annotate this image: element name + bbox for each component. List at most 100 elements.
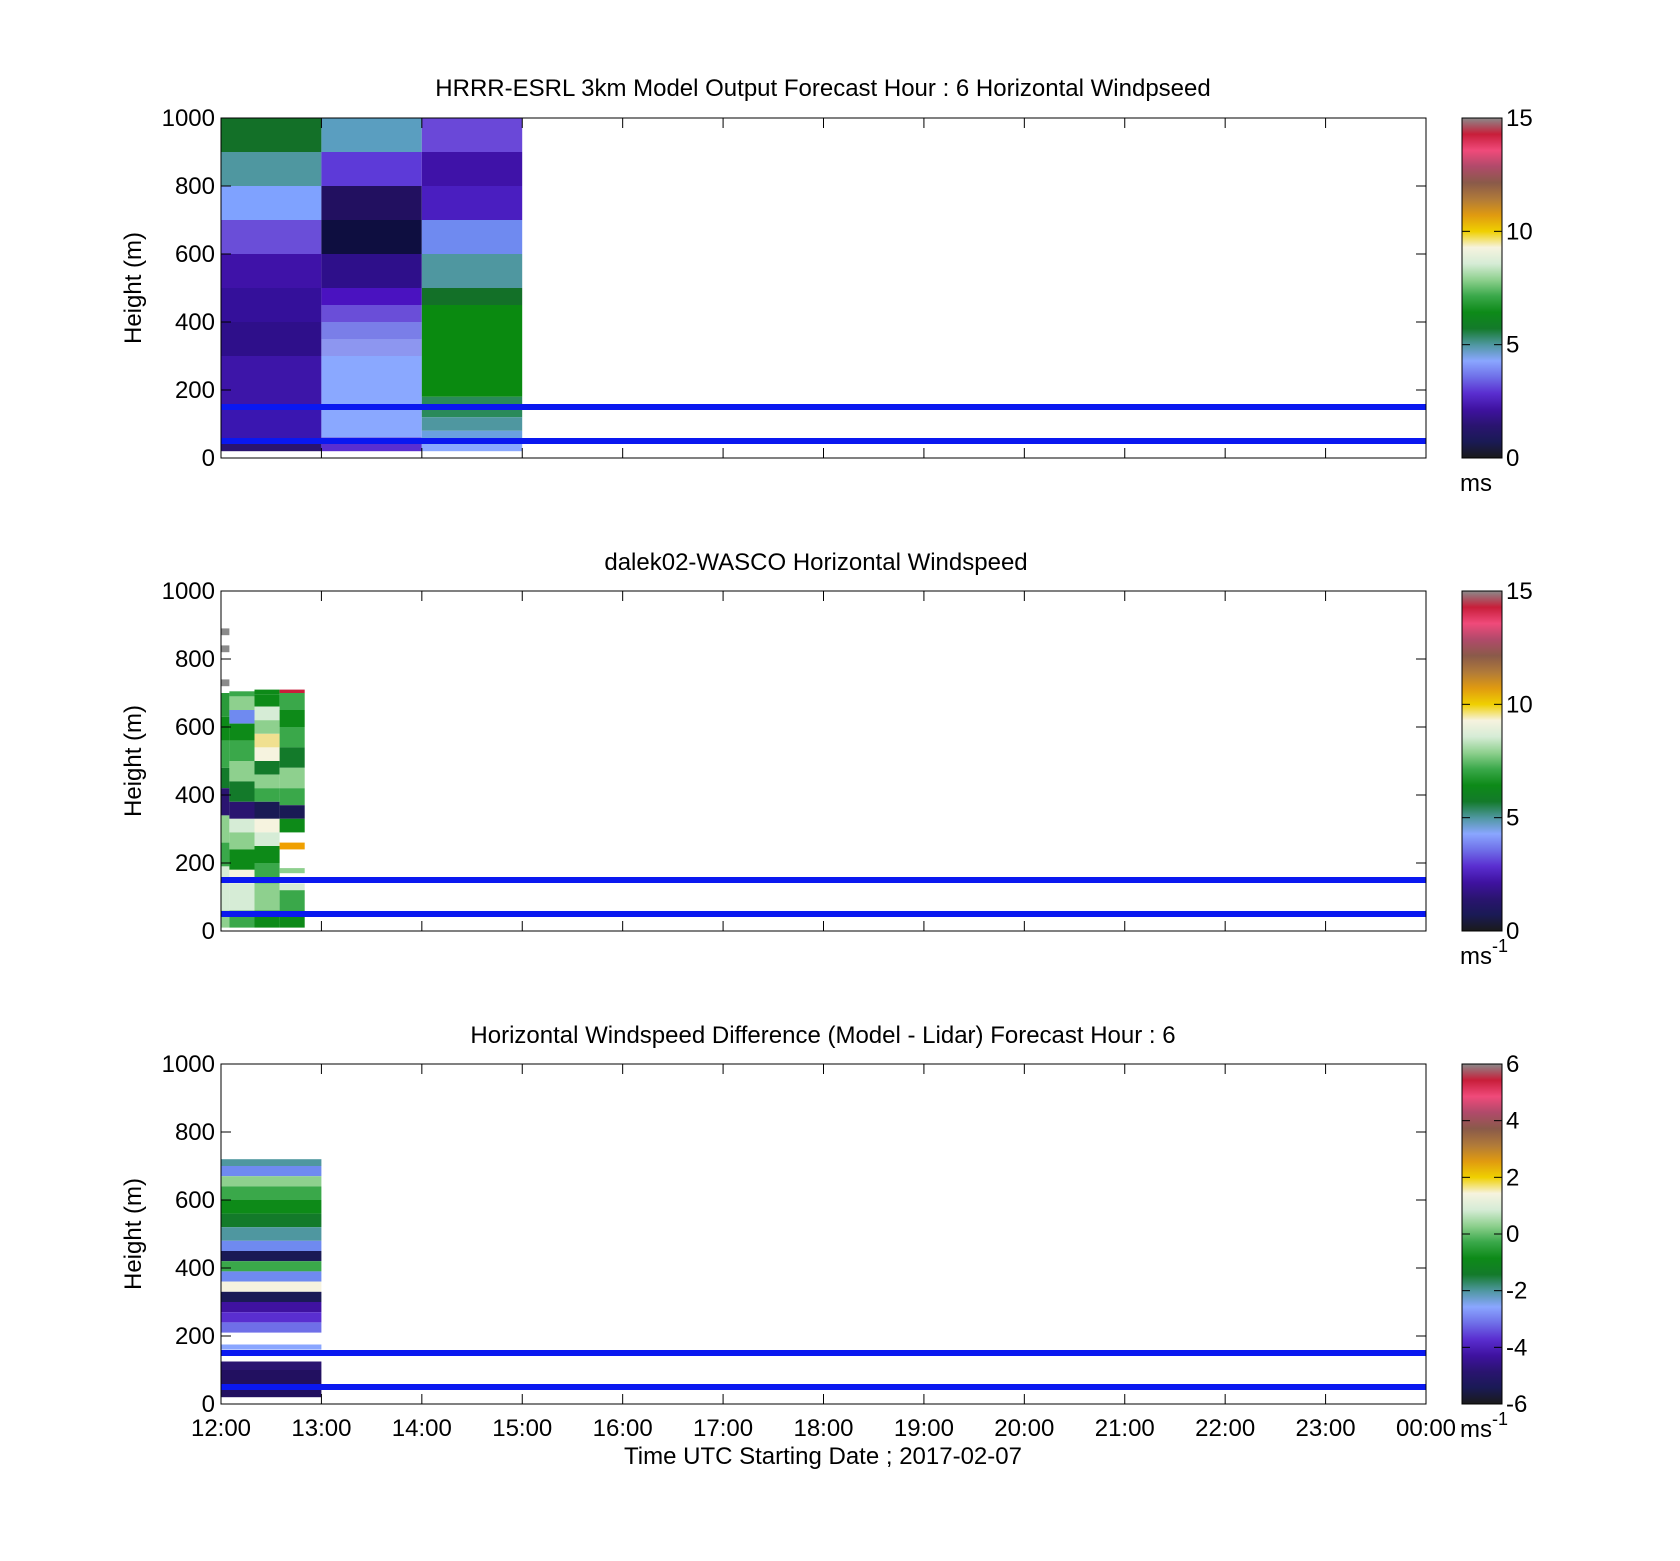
heatmap-cell	[221, 679, 230, 687]
heatmap-cell	[221, 815, 230, 843]
chart-title: HRRR-ESRL 3km Model Output Forecast Hour…	[435, 75, 1210, 102]
colorbar-tick-label: 15	[1506, 105, 1533, 132]
heatmap-cell	[279, 710, 305, 727]
colorbar-tick-label: -2	[1506, 1278, 1527, 1305]
heatmap-cell	[221, 118, 322, 152]
heatmap-cell	[221, 1213, 322, 1228]
heatmap-cells	[221, 1159, 322, 1398]
heatmap-cell	[221, 1302, 322, 1313]
y-tick-label: 600	[175, 241, 215, 268]
colorbar-tick-label: 10	[1506, 691, 1533, 718]
heatmap-cell	[254, 801, 280, 819]
x-tick-label: 20:00	[994, 1415, 1054, 1442]
y-tick-label: 0	[202, 445, 215, 472]
y-tick-label: 0	[202, 918, 215, 945]
heatmap-cell	[229, 710, 255, 724]
heatmap-cell	[279, 693, 305, 710]
y-ticks: 0 200 400 600 800 1000	[162, 578, 1426, 945]
heatmap-cell	[229, 781, 255, 802]
x-tick-label: 23:00	[1296, 1415, 1356, 1442]
heatmap-cell	[254, 706, 280, 721]
heatmap-cell	[221, 767, 230, 789]
heatmap-cell	[254, 694, 280, 707]
y-tick-label: 800	[175, 646, 215, 673]
heatmap-cell	[221, 1271, 322, 1282]
x-tick-label: 22:00	[1195, 1415, 1255, 1442]
heatmap-cell	[221, 1361, 322, 1370]
heatmap-cell	[254, 747, 280, 761]
heatmap-cell	[254, 883, 280, 911]
unit-superscript: -1	[1492, 1409, 1508, 1429]
heatmap-cell	[229, 696, 255, 710]
heatmap-cell	[221, 880, 230, 911]
x-tick-label: 00:00	[1396, 1415, 1456, 1442]
heatmap-cell	[221, 1166, 322, 1177]
y-tick-label: 400	[175, 309, 215, 336]
heatmap-cell	[254, 788, 280, 802]
heatmap-cell	[421, 417, 523, 431]
y-tick-label: 600	[175, 1187, 215, 1214]
heatmap-cell	[221, 407, 322, 441]
y-axis-label: Height (m)	[120, 705, 147, 817]
heatmap-cell	[221, 1322, 322, 1333]
y-tick-label: 1000	[162, 578, 215, 605]
heatmap-cell	[421, 288, 523, 305]
heatmap-cell	[229, 818, 255, 833]
heatmap-cell	[229, 832, 255, 850]
colorbar: 0 5 10 15 ms	[1460, 105, 1533, 497]
heatmap-cell	[279, 883, 305, 891]
x-tick-label: 17:00	[693, 1415, 753, 1442]
heatmap-cell	[229, 691, 255, 697]
heatmap-cell	[221, 1251, 322, 1262]
heatmap-cell	[221, 1159, 322, 1166]
panel-lidar: dalek02-WASCO Horizontal Windspeed Heigh…	[120, 549, 1533, 970]
x-tick-label: 19:00	[894, 1415, 954, 1442]
heatmap-cell	[221, 152, 322, 186]
heatmap-cell	[221, 628, 230, 636]
colorbar-tick-label: 6	[1506, 1051, 1519, 1078]
y-tick-label: 200	[175, 850, 215, 877]
y-tick-label: 800	[175, 1119, 215, 1146]
heatmap-cell	[279, 842, 305, 850]
y-tick-label: 200	[175, 1323, 215, 1350]
heatmap-cell	[321, 220, 422, 254]
heatmap-cell	[421, 220, 523, 254]
colorbar-tick-label: 2	[1506, 1164, 1519, 1191]
heatmap-cell	[254, 761, 280, 775]
heatmap-cell	[221, 1344, 322, 1350]
chart-title: dalek02-WASCO Horizontal Windspeed	[604, 549, 1027, 576]
heatmap-cell	[221, 220, 322, 254]
heatmap-cell	[221, 740, 230, 768]
heatmap-cell	[221, 186, 322, 220]
y-ticks: 0 200 400 600 800 1000	[162, 105, 1426, 472]
reference-lines	[221, 877, 1426, 917]
colorbar-gradient	[1461, 117, 1503, 459]
heatmap-cell	[221, 1240, 322, 1251]
heatmap-cell	[421, 254, 523, 288]
reference-lines	[221, 404, 1426, 444]
y-tick-label: 200	[175, 377, 215, 404]
heatmap-cell	[421, 305, 523, 397]
heatmap-cell	[254, 689, 280, 695]
unit-base: ms	[1460, 470, 1492, 497]
heatmap-cell	[254, 832, 280, 846]
heatmap-cell	[254, 846, 280, 863]
colorbar-unit: ms-1	[1460, 1409, 1508, 1443]
y-tick-label: 1000	[162, 1051, 215, 1078]
x-tick-label: 21:00	[1095, 1415, 1155, 1442]
y-tick-label: 600	[175, 714, 215, 741]
colorbar-tick-label: -6	[1506, 1391, 1527, 1418]
heatmap-cell	[221, 645, 230, 653]
y-tick-label: 400	[175, 782, 215, 809]
colorbar-tick-label: 5	[1506, 332, 1519, 359]
heatmap-cell	[321, 186, 422, 220]
heatmap-cell	[229, 723, 255, 741]
heatmap-cell	[221, 288, 322, 322]
unit-superscript: -1	[1492, 936, 1508, 956]
colorbar-tick-label: 0	[1506, 1221, 1519, 1248]
x-tick-label: 16:00	[593, 1415, 653, 1442]
heatmap-cell	[321, 118, 422, 152]
x-ticks: 12:00 13:00 14:00 15:00 16:00 17:00 18:00 19:00…	[191, 1064, 1456, 1442]
heatmap-cell	[221, 1312, 322, 1323]
